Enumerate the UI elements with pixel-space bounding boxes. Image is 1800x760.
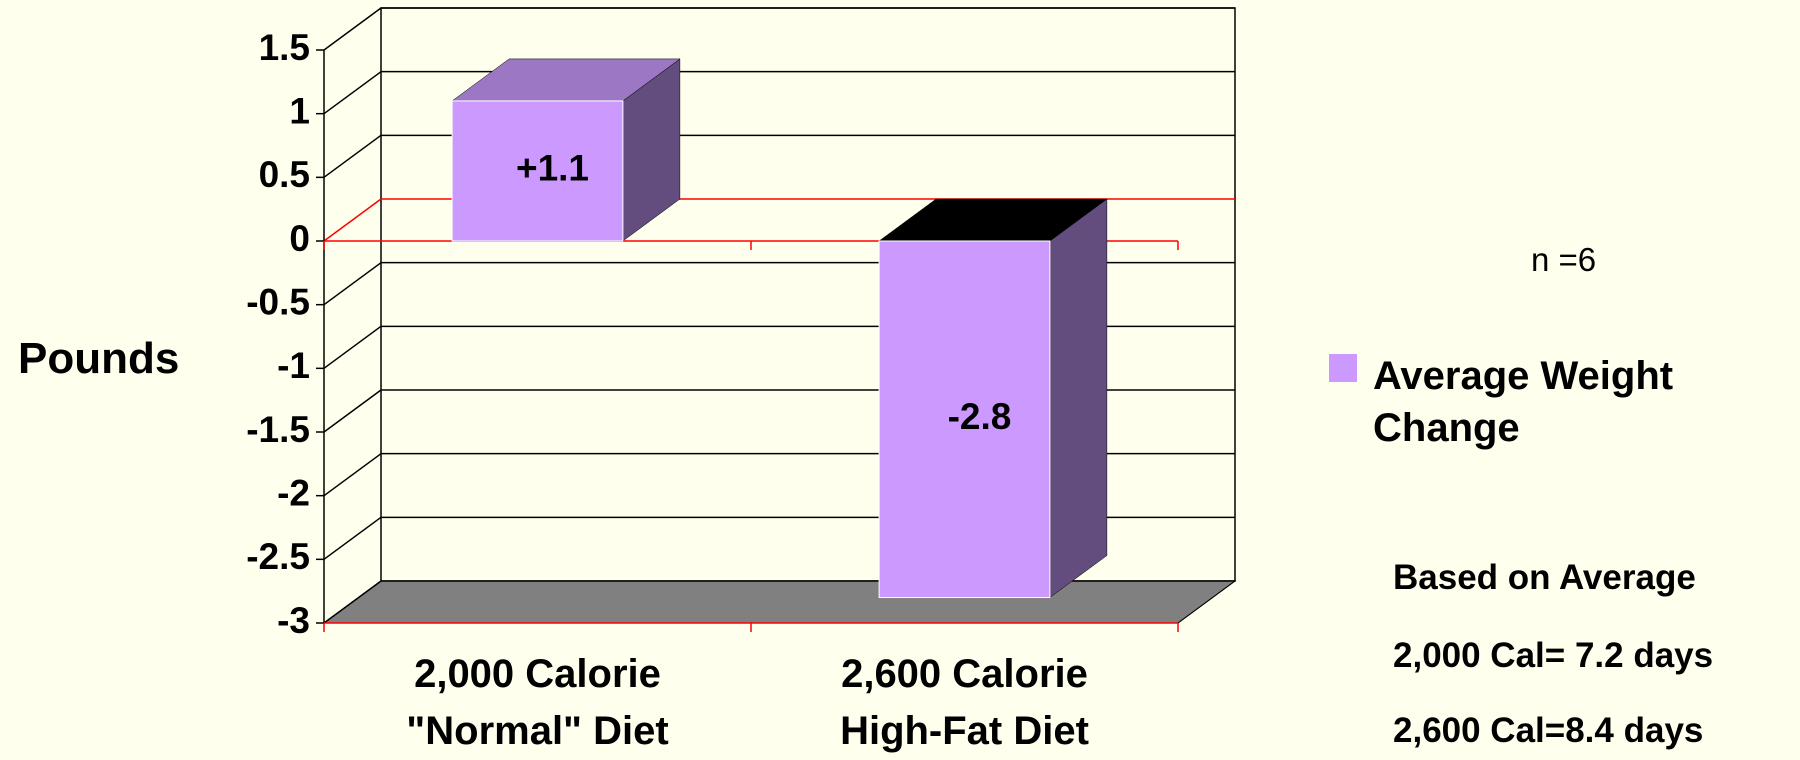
y-axis-label: Pounds — [18, 334, 180, 383]
y-tick-label: -1 — [277, 345, 310, 386]
grid-line — [323, 325, 382, 369]
data-label: -2.8 — [948, 396, 1012, 437]
y-tick-label: 0.5 — [259, 154, 310, 195]
bar-side — [1049, 198, 1108, 599]
grid-line — [323, 198, 382, 242]
grid-line — [323, 453, 382, 497]
grid-line — [323, 134, 382, 178]
legend-swatch — [1329, 354, 1357, 382]
legend-label: Average Weight Change — [1373, 354, 1674, 450]
floor-edge — [1177, 580, 1236, 624]
annotation: Based on Average — [1393, 558, 1696, 597]
y-tick-label: -2 — [277, 472, 310, 513]
y-tick-label: 1 — [289, 90, 310, 131]
grid-line — [323, 7, 382, 51]
y-tick-label: -1.5 — [246, 409, 310, 450]
y-tick-label: 0 — [289, 218, 310, 259]
y-tick-label: -3 — [277, 600, 310, 641]
y-tick-label: -2.5 — [246, 536, 310, 577]
annotation: n =6 — [1531, 241, 1597, 278]
y-tick-label: 1.5 — [259, 27, 310, 68]
floor — [322, 580, 1237, 624]
annotation: 2,000 Cal= 7.2 days — [1393, 636, 1714, 675]
x-tick-label: 2,000 Calorie "Normal" Diet — [406, 652, 669, 753]
grid-line — [323, 71, 382, 115]
data-label: +1.1 — [516, 148, 589, 189]
y-tick-label: -0.5 — [246, 281, 310, 322]
annotation: 2,600 Cal=8.4 days — [1393, 711, 1704, 750]
grid-line — [323, 262, 382, 306]
grid-line — [323, 389, 382, 433]
bar — [878, 240, 1051, 599]
grid-line — [323, 516, 382, 560]
bar — [451, 100, 624, 242]
x-tick-label: 2,600 Calorie High-Fat Diet — [840, 652, 1089, 753]
grid-line — [323, 580, 382, 624]
